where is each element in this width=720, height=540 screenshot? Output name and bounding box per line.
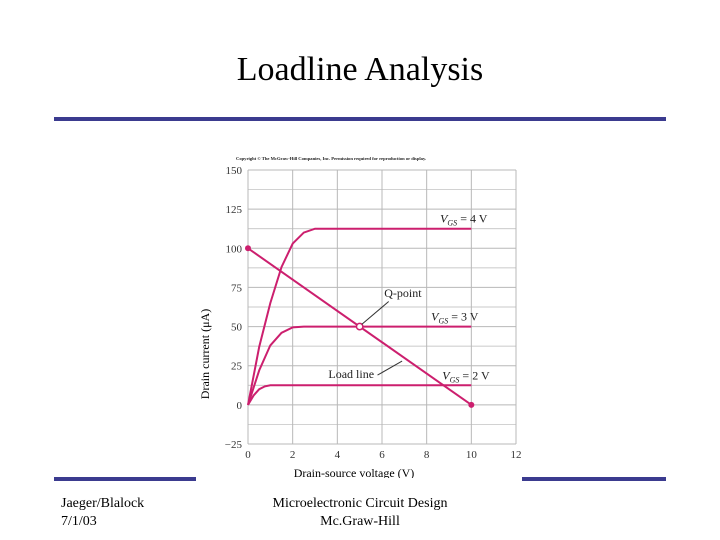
footer-author-date: Jaeger/Blalock 7/1/03 [61, 495, 144, 531]
y-tick-label: −25 [225, 439, 243, 451]
x-tick-label: 10 [466, 449, 478, 461]
footer-publisher: Mc.Graw-Hill [320, 514, 400, 529]
title-divider [54, 117, 666, 121]
q-point-marker [355, 322, 364, 331]
load-line-label: Load line [328, 367, 374, 381]
y-axis-label: Drain current (μA) [198, 309, 212, 399]
y-tick-label: 75 [231, 282, 243, 294]
load-line-endpoint [245, 245, 251, 252]
vgs-curve [247, 384, 472, 406]
x-tick-label: 0 [245, 449, 251, 461]
q-point-leader [361, 301, 390, 325]
annotations: VGS = 4 V VGS = 3 V VGS = 2 V Q-point Load l… [328, 212, 490, 385]
vgs-curve-label: VGS = 4 V [440, 212, 488, 228]
footer-divider-right [522, 477, 666, 481]
characteristic-curves [245, 227, 475, 408]
vgs-curve [247, 325, 472, 406]
footer-date: 7/1/03 [61, 514, 97, 529]
vgs-curve [247, 227, 472, 406]
vgs-curve-label: VGS = 3 V [431, 310, 479, 326]
x-tick-label: 6 [379, 449, 385, 461]
footer-author: Jaeger/Blalock [61, 496, 145, 511]
x-axis-label: Drain-source voltage (V) [294, 466, 415, 478]
y-tick-label: 150 [226, 165, 243, 177]
footer-divider-left [54, 477, 196, 481]
y-tick-label: 0 [237, 400, 243, 412]
copyright-notice: Copyright © The McGraw-Hill Companies, I… [236, 156, 426, 161]
load-line-leader [377, 360, 403, 376]
x-tick-label: 2 [290, 449, 296, 461]
footer-book-title: Microelectronic Circuit Design [272, 496, 448, 511]
x-tick-label: 8 [424, 449, 430, 461]
q-point-label: Q-point [384, 286, 422, 300]
footer-book: Microelectronic Circuit Design Mc.Graw-H… [232, 495, 488, 531]
loadline-chart: Copyright © The McGraw-Hill Companies, I… [198, 156, 522, 478]
y-tick-label: 125 [226, 204, 243, 216]
slide-title: Loadline Analysis [236, 51, 484, 88]
x-tick-label: 4 [335, 449, 341, 461]
y-tick-label: 100 [226, 243, 243, 255]
y-tick-label: 50 [231, 322, 243, 334]
vgs-curve-label: VGS = 2 V [442, 368, 490, 384]
load-line-endpoint [468, 401, 475, 408]
y-tick-label: 25 [231, 361, 243, 373]
x-tick-label: 12 [511, 449, 522, 461]
